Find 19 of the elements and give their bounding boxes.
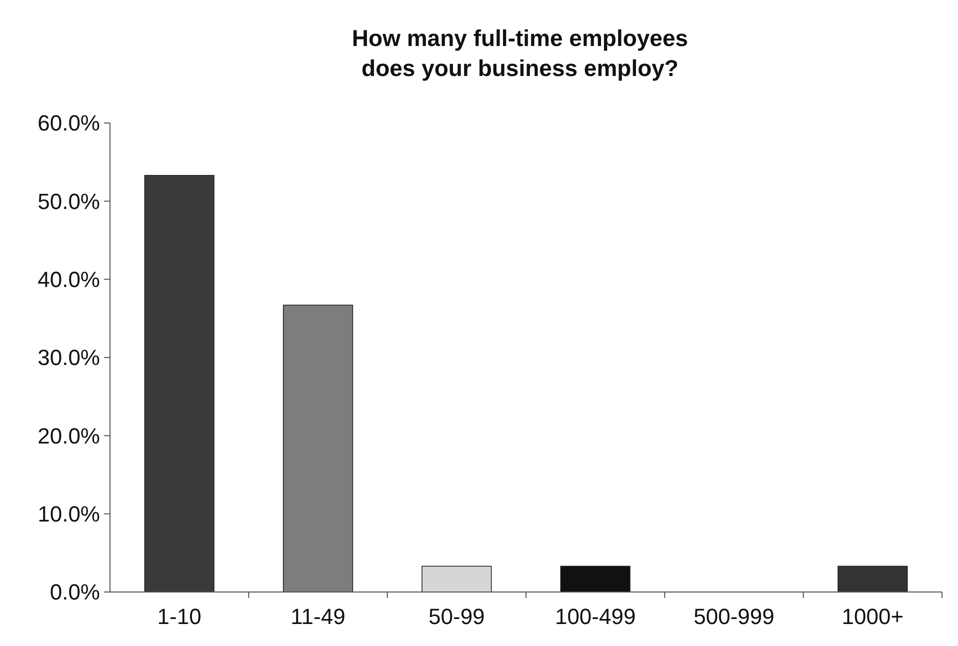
chart-title: How many full-time employees does your business employ? <box>352 25 688 81</box>
y-tick-label: 0.0% <box>50 580 100 605</box>
x-tick-label: 11-49 <box>290 604 346 629</box>
bar <box>560 566 630 592</box>
x-tick-label: 500-999 <box>694 604 774 629</box>
y-tick-label: 30.0% <box>38 345 100 370</box>
x-tick-label: 50-99 <box>428 604 485 629</box>
y-tick-label: 40.0% <box>38 267 100 292</box>
y-tick-label: 50.0% <box>38 188 100 214</box>
bar <box>144 174 214 592</box>
bar <box>282 304 354 592</box>
bar <box>422 566 492 592</box>
y-tick-label: 20.0% <box>38 423 100 448</box>
x-tick-label: 1-10 <box>157 604 202 629</box>
x-tick-label: 100-499 <box>554 604 636 629</box>
y-tick-label: 60.0% <box>38 110 100 136</box>
x-tick-label: 1000+ <box>842 604 904 629</box>
bar <box>838 566 908 592</box>
y-tick-label: 10.0% <box>38 502 100 527</box>
